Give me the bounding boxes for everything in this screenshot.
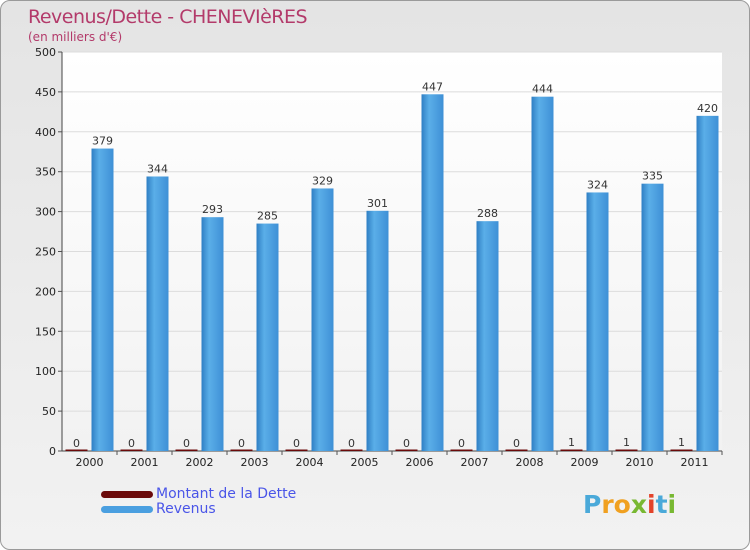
data-label-debt: 0 — [403, 437, 410, 450]
data-label-debt: 1 — [678, 436, 685, 449]
y-tick-label: 50 — [42, 405, 56, 418]
bar-debt — [340, 449, 363, 451]
x-tick-label: 2004 — [296, 456, 324, 469]
bar-revenue — [476, 221, 499, 451]
bar-debt — [175, 449, 198, 451]
bar-revenue — [586, 192, 609, 451]
y-tick-label: 300 — [35, 206, 56, 219]
logo-letter: r — [601, 490, 614, 519]
logo-letter: x — [630, 490, 647, 519]
chart-subtitle: (en milliers d'€) — [28, 30, 123, 44]
bar-debt — [450, 449, 473, 451]
data-label-revenue: 444 — [532, 83, 553, 96]
bar-revenue — [256, 223, 279, 451]
data-label-revenue: 344 — [147, 162, 168, 175]
data-label-debt: 0 — [513, 437, 520, 450]
bar-revenue — [201, 217, 224, 451]
data-label-debt: 1 — [623, 436, 630, 449]
bar-revenue — [91, 148, 114, 452]
x-tick-label: 2006 — [406, 456, 434, 469]
data-label-debt: 0 — [238, 437, 245, 450]
bar-debt — [285, 449, 308, 451]
logo-letter: i — [667, 490, 677, 519]
x-tick-label: 2001 — [131, 456, 159, 469]
legend-label-revenue: Revenus — [156, 501, 216, 517]
bar-revenue — [641, 183, 664, 452]
data-label-revenue: 447 — [422, 80, 443, 93]
bar-debt — [615, 449, 638, 451]
y-tick-label: 200 — [35, 285, 56, 298]
legend-swatch-revenue — [101, 506, 153, 513]
bar-revenue — [421, 94, 444, 451]
x-tick-label: 2002 — [186, 456, 214, 469]
bar-revenue — [366, 210, 389, 451]
data-label-revenue: 335 — [642, 170, 663, 183]
x-tick-label: 2011 — [681, 456, 709, 469]
x-tick-label: 2005 — [351, 456, 379, 469]
data-label-revenue: 285 — [257, 210, 278, 223]
x-tick-label: 2009 — [571, 456, 599, 469]
y-tick-label: 450 — [35, 86, 56, 99]
logo-letter: i — [647, 490, 656, 519]
data-label-revenue: 329 — [312, 174, 333, 187]
bar-debt — [120, 449, 143, 451]
bar-debt — [230, 449, 253, 451]
data-label-debt: 0 — [458, 437, 465, 450]
logo-letter: t — [655, 490, 668, 519]
bar-revenue — [531, 96, 554, 452]
data-label-debt: 0 — [73, 437, 80, 450]
bar-debt — [560, 449, 583, 451]
bar-revenue — [146, 176, 169, 451]
chart-title: Revenus/Dette - CHENEVIèRES — [28, 6, 308, 28]
data-label-revenue: 293 — [202, 203, 223, 216]
data-label-revenue: 288 — [477, 207, 498, 220]
y-tick-label: 500 — [35, 46, 56, 59]
y-tick-label: 0 — [49, 445, 56, 458]
legend-swatch-debt — [101, 491, 153, 498]
data-label-revenue: 301 — [367, 197, 388, 210]
data-label-revenue: 420 — [697, 102, 718, 115]
y-tick-label: 150 — [35, 325, 56, 338]
data-label-debt: 0 — [293, 437, 300, 450]
bar-debt — [395, 449, 418, 451]
legend-label-debt: Montant de la Dette — [156, 486, 297, 502]
data-label-debt: 0 — [348, 437, 355, 450]
x-tick-label: 2007 — [461, 456, 489, 469]
y-tick-label: 250 — [35, 246, 56, 259]
x-tick-label: 2008 — [516, 456, 544, 469]
bar-revenue — [696, 115, 719, 451]
logo-letter: o — [613, 490, 631, 519]
bar-revenue — [311, 188, 334, 451]
y-tick-label: 400 — [35, 126, 56, 139]
data-label-debt: 0 — [183, 437, 190, 450]
logo-letter: P — [583, 490, 602, 519]
bar-debt — [505, 449, 528, 451]
data-label-revenue: 324 — [587, 178, 608, 191]
y-tick-label: 100 — [35, 365, 56, 378]
y-tick-label: 350 — [35, 166, 56, 179]
data-label-debt: 0 — [128, 437, 135, 450]
x-tick-label: 2003 — [241, 456, 269, 469]
x-tick-label: 2000 — [76, 456, 104, 469]
bar-debt — [65, 449, 88, 451]
proxiti-logo: Proxiti — [583, 490, 676, 519]
bar-debt — [670, 449, 693, 451]
data-label-revenue: 379 — [92, 135, 113, 148]
data-label-debt: 1 — [568, 436, 575, 449]
x-tick-label: 2010 — [626, 456, 654, 469]
